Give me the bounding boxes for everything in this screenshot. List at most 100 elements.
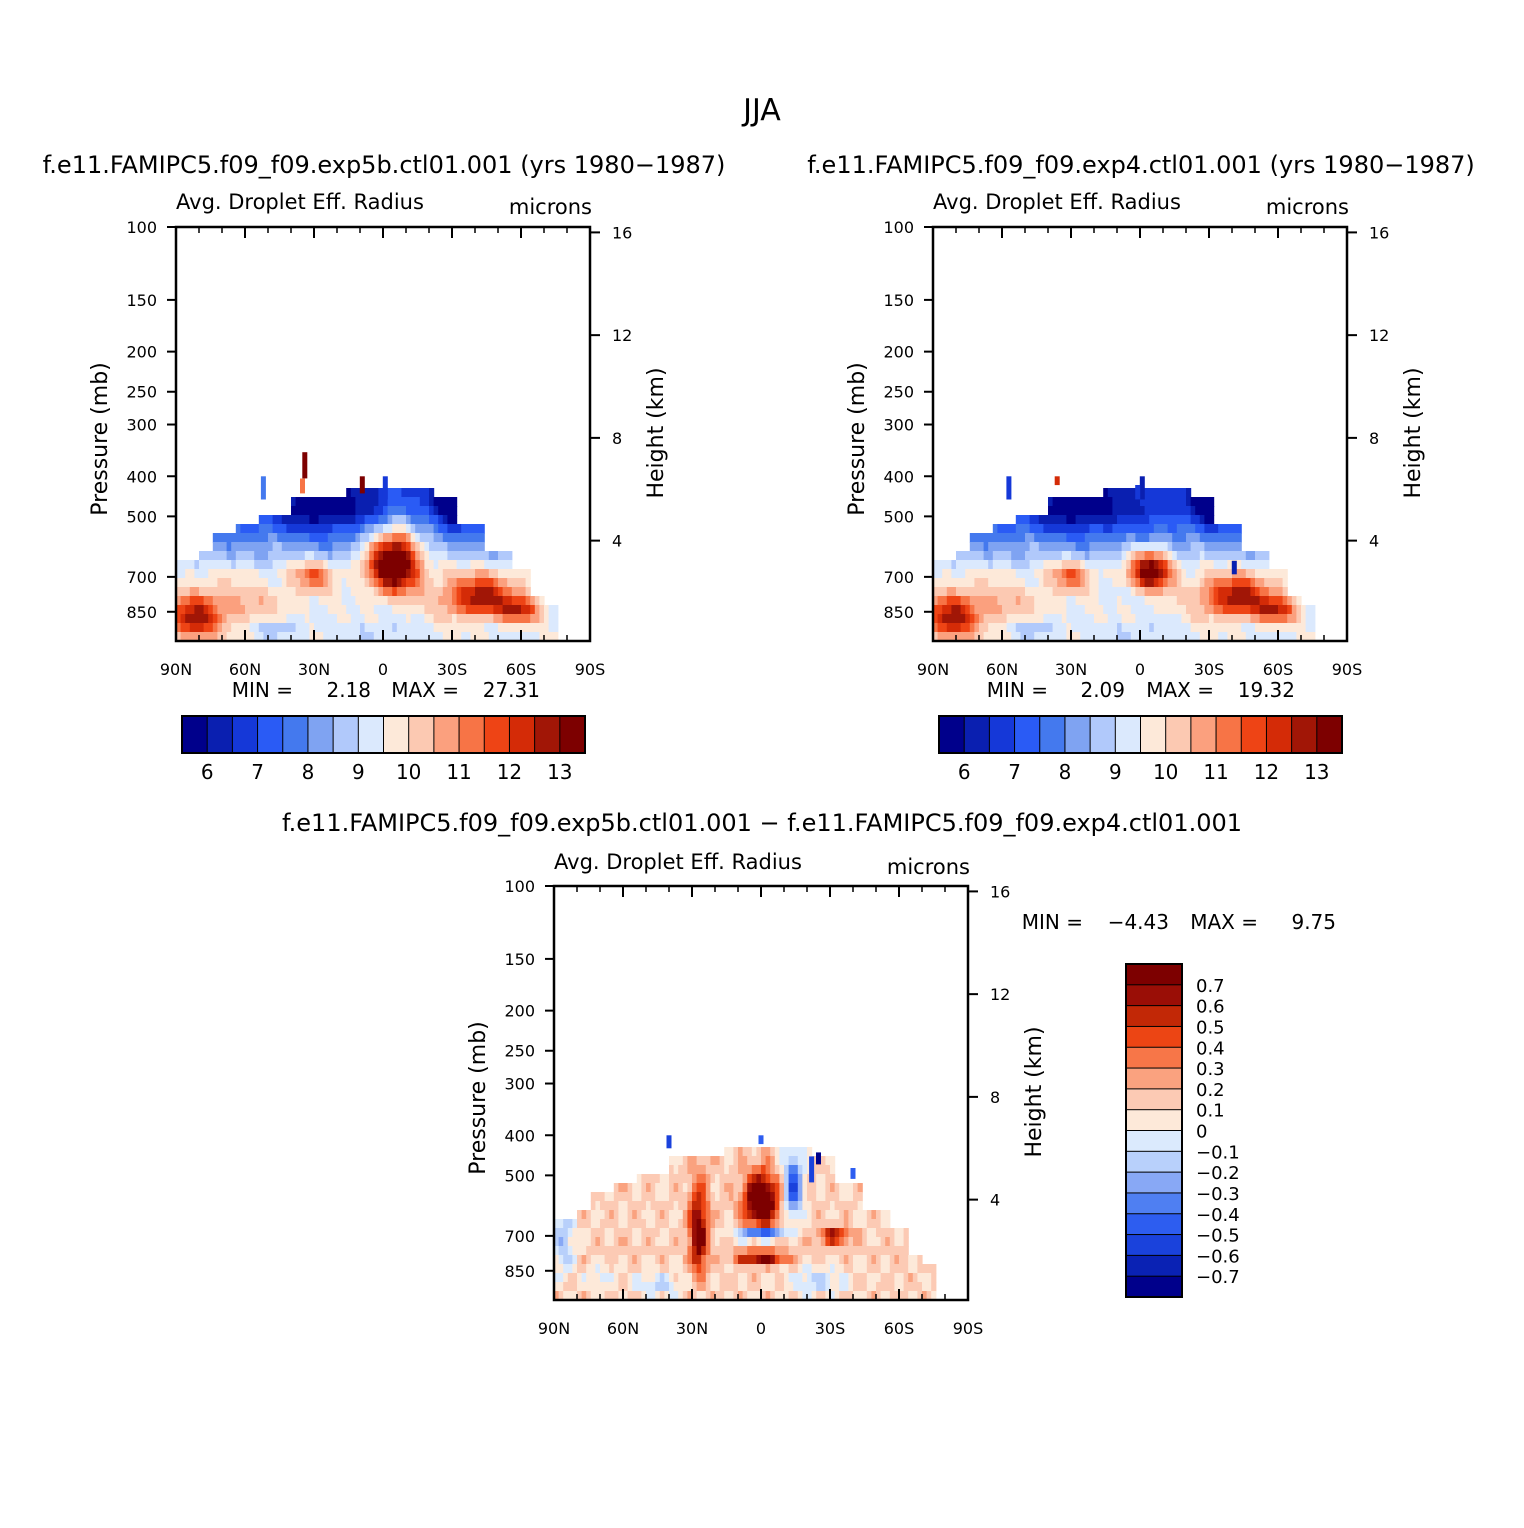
contour-cell: [779, 1147, 808, 1157]
contour-cell: [401, 542, 407, 552]
y-right-tick-label: 4: [1369, 532, 1379, 551]
contour-cell: [332, 569, 361, 579]
contour-cell: [942, 569, 952, 579]
contour-cell: [797, 1156, 808, 1166]
contour-cell: [942, 614, 966, 624]
contour-cell: [1153, 551, 1164, 561]
contour-cell: [742, 1210, 748, 1220]
contour-cell: [701, 1210, 707, 1220]
contour-cell: [254, 551, 269, 561]
contour-cell: [664, 1255, 670, 1265]
colorbar-swatch: [1114, 715, 1142, 754]
contour-cell: [802, 1273, 808, 1283]
contour-cell: [632, 1282, 656, 1292]
contour-cell: [1213, 605, 1224, 615]
contour-cell: [1204, 578, 1215, 588]
contour-cell: [825, 1174, 836, 1184]
contour-cell: [1241, 560, 1270, 570]
contour-cell: [747, 1183, 753, 1193]
contour-cell: [1066, 632, 1081, 642]
contour-cell: [627, 1210, 633, 1220]
contour-cell: [834, 1291, 840, 1301]
contour-cell: [590, 1210, 606, 1220]
contour-cell: [442, 533, 485, 543]
contour-cell: [511, 587, 527, 597]
contour-cell: [609, 1210, 615, 1220]
y-tick-label: 700: [504, 1227, 535, 1246]
contour-cell: [1199, 596, 1210, 606]
contour-cell: [784, 1174, 790, 1184]
contour-cell: [724, 1210, 734, 1220]
contour-cell: [364, 542, 370, 552]
contour-cell: [332, 551, 352, 561]
contour-cell: [1011, 560, 1031, 570]
contour-cell: [779, 1174, 785, 1184]
contour-cell: [969, 614, 975, 624]
contour-cell: [687, 1156, 698, 1166]
contour-cell: [825, 1183, 831, 1193]
colorbar-swatch: [1140, 715, 1167, 754]
contour-cell: [880, 1237, 886, 1247]
contour-cell: [1158, 560, 1164, 570]
contour-cell: [1144, 506, 1192, 516]
contour-cell: [857, 1183, 863, 1193]
contour-cell: [240, 596, 260, 606]
y-tick-label: 150: [883, 291, 914, 310]
colorbar-swatch: [1125, 1171, 1183, 1194]
contour-cell: [937, 596, 948, 606]
contour-cell: [327, 551, 333, 561]
contour-cell: [807, 1147, 813, 1157]
x-tick-label: 30S: [1194, 660, 1225, 679]
contour-cell: [816, 1183, 826, 1193]
contour-cell: [373, 551, 379, 561]
contour-cell: [456, 596, 462, 606]
panel-diff-variable: Avg. Droplet Eff. Radius: [554, 850, 802, 874]
contour-cell: [1025, 587, 1054, 597]
y-right-axis-label: Height (km): [1401, 367, 1426, 498]
contour-cell: [176, 578, 218, 588]
contour-cell: [1301, 605, 1307, 615]
contour-cell: [1135, 533, 1150, 543]
contour-cell: [627, 1255, 633, 1265]
contour-cell: [632, 1192, 642, 1202]
contour-cell: [544, 605, 550, 615]
contour-cell: [1153, 605, 1187, 615]
contour-cell: [655, 1210, 661, 1220]
contour-cell: [1038, 542, 1077, 552]
contour-cell: [1121, 614, 1136, 624]
contour-cell: [581, 1291, 587, 1301]
contour-cell: [346, 605, 361, 615]
contour-cell: [692, 1210, 702, 1220]
contour-cell: [1052, 623, 1067, 633]
contour-cell: [876, 1210, 882, 1220]
contour-cell: [1071, 551, 1086, 561]
contour-cell: [332, 587, 343, 597]
contour-cell: [1043, 569, 1054, 579]
contour-cell: [373, 605, 393, 615]
colorbar-swatch: [357, 715, 385, 754]
contour-cell: [350, 551, 361, 561]
contour-cell: [1066, 623, 1072, 633]
contour-cell: [369, 569, 375, 579]
panel-diff-min-label: MIN =: [1022, 910, 1083, 934]
contour-cell: [1218, 632, 1228, 642]
contour-cell: [1186, 497, 1192, 507]
contour-cell: [1176, 596, 1201, 606]
contour-cell: [364, 569, 370, 579]
contour-cell: [203, 605, 209, 615]
colorbar-label: 11: [446, 760, 471, 784]
panel-exp4-units: microns: [1266, 195, 1349, 219]
contour-cell: [880, 1273, 895, 1283]
contour-cell: [912, 1273, 918, 1283]
colorbar-swatch: [1125, 984, 1183, 1007]
contour-cell: [567, 1246, 573, 1256]
contour-cell: [811, 1156, 817, 1166]
contour-cell: [894, 1255, 900, 1265]
contour-cell: [277, 569, 287, 579]
contour-cell: [185, 569, 195, 579]
contour-cell: [733, 1246, 748, 1256]
contour-cell: [843, 1210, 849, 1220]
contour-cell: [1080, 560, 1086, 570]
colorbar-label: −0.7: [1196, 1267, 1240, 1288]
contour-cell: [825, 1228, 831, 1238]
